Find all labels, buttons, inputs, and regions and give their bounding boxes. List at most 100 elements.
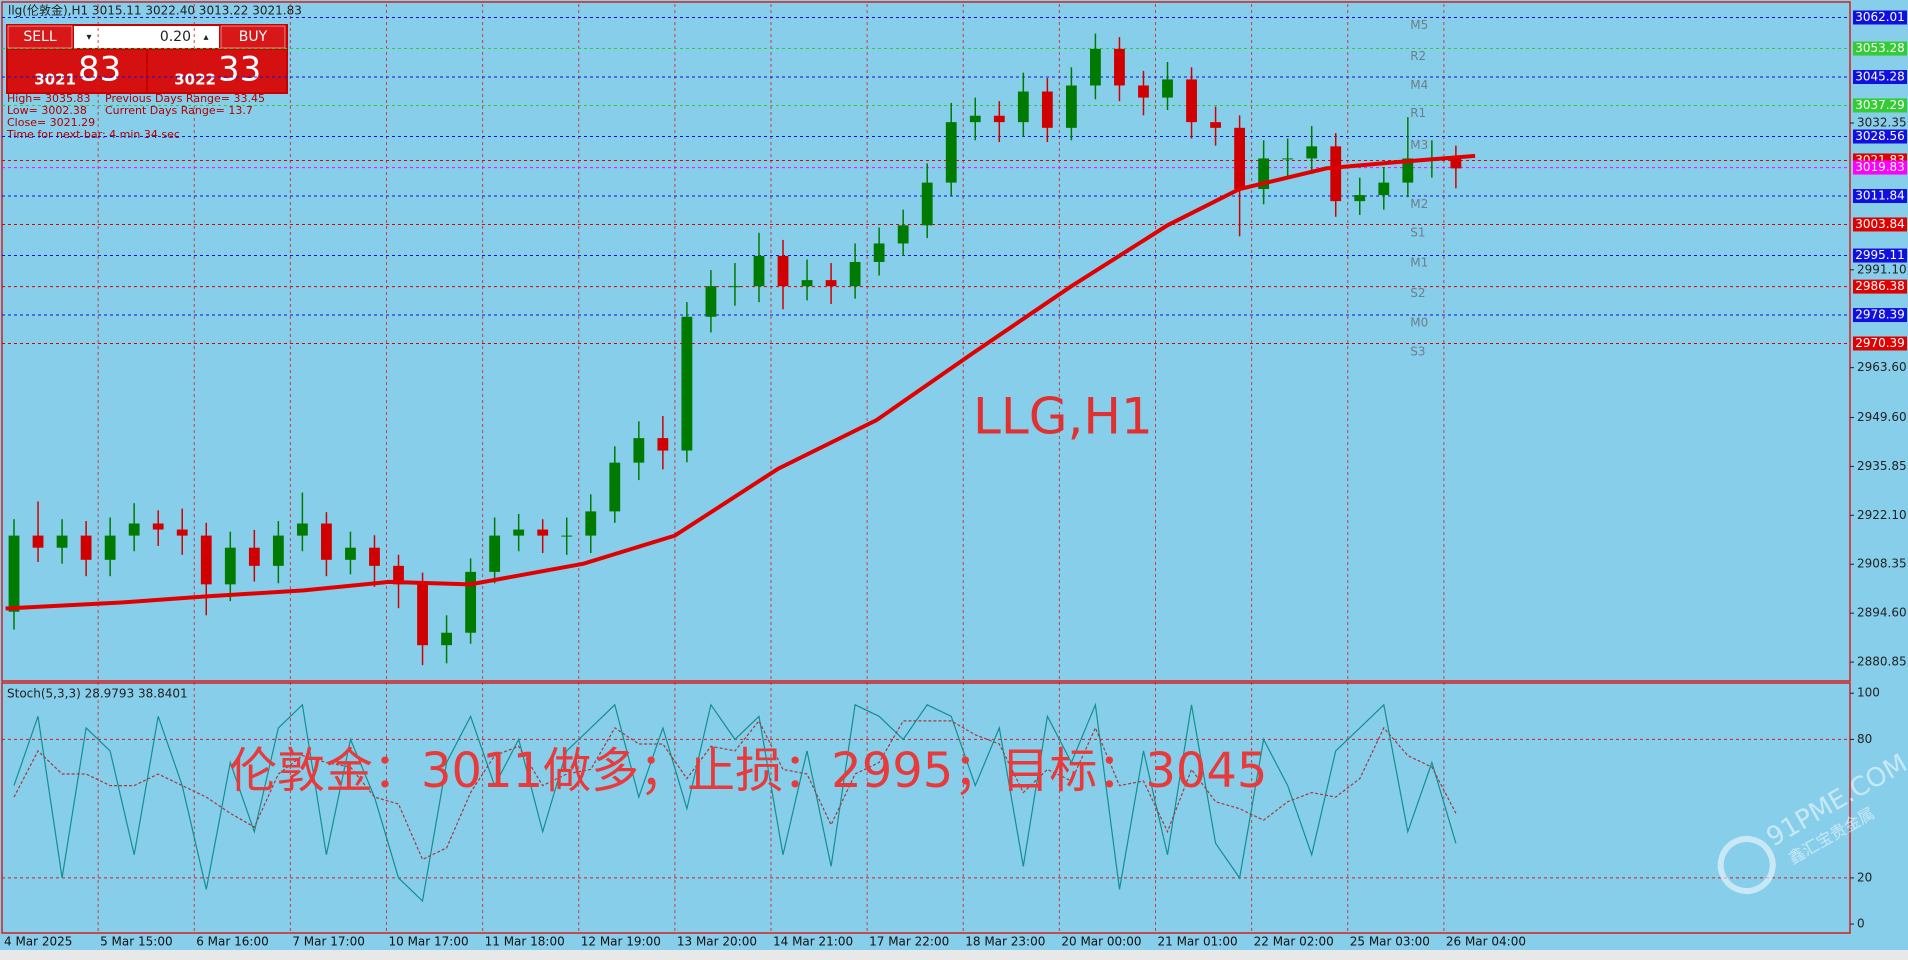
level-tag-label: 3003.84 (1855, 217, 1905, 231)
x-tick-label: 6 Mar 16:00 (196, 935, 269, 949)
y-tick-label: 2908.35 (1857, 557, 1907, 571)
moving-average (5, 153, 1476, 611)
candle-body (1138, 85, 1149, 98)
candle-body (1017, 91, 1029, 123)
candle-body (609, 462, 621, 512)
candle-body (897, 225, 909, 244)
candle-body (1378, 182, 1390, 196)
x-tick-label: 25 Mar 03:00 (1350, 935, 1430, 949)
y-tick-label: 2922.10 (1857, 508, 1907, 522)
candle-body (729, 286, 741, 288)
lot-input[interactable] (74, 26, 219, 48)
y-tick-label: 2880.85 (1857, 655, 1907, 669)
stoch-line (13, 702, 1457, 903)
candle-body (80, 535, 92, 560)
pivot-label: R1 (1410, 106, 1426, 120)
candle-body (465, 571, 477, 633)
candle-body (296, 523, 308, 536)
level-tag-label: 3011.84 (1855, 189, 1905, 203)
signal-annotation: 伦敦金：3011做多；止损：2995；目标：3045 (229, 743, 1267, 799)
sell-price-big: 83 (78, 50, 121, 90)
candle-body (513, 529, 525, 536)
candle-body (633, 438, 645, 463)
candle-body (777, 255, 789, 287)
level-tag (1853, 129, 1907, 144)
x-tick-label: 26 Mar 04:00 (1446, 935, 1526, 949)
y-tick-label: 2991.10 (1857, 262, 1907, 276)
level-tag-label: 3053.28 (1855, 41, 1905, 55)
candle-body (1450, 158, 1462, 169)
x-tick-label: 5 Mar 15:00 (100, 935, 173, 949)
candle-body (1114, 48, 1125, 86)
level-tag (1853, 248, 1907, 263)
candle-body (176, 529, 188, 536)
candle-body (561, 535, 573, 537)
x-tick-label: 20 Mar 00:00 (1061, 935, 1141, 949)
candle-body (345, 547, 356, 560)
level-tag (1853, 160, 1907, 175)
y-tick-label: 100 (1857, 686, 1880, 700)
level-tag (1853, 10, 1907, 25)
level-tag-label: 3037.29 (1855, 98, 1905, 112)
buy-price-main: 3022 (174, 71, 216, 89)
candle-body (200, 535, 212, 585)
x-tick-label: 21 Mar 01:00 (1157, 935, 1237, 949)
candle-body (1258, 158, 1270, 190)
candle-body (128, 523, 140, 536)
candle-body (1090, 48, 1101, 86)
candle-body (705, 286, 717, 317)
candle-body (1354, 195, 1366, 202)
level-tag (1853, 70, 1907, 85)
x-tick-label: 18 Mar 23:00 (965, 935, 1045, 949)
candle-body (32, 535, 44, 548)
candle-body (248, 547, 260, 566)
candle-body (369, 547, 380, 566)
level-tag-label: 3019.83 (1855, 160, 1905, 174)
candle-body (272, 535, 284, 566)
pivot-label: M3 (1410, 138, 1428, 152)
level-tag-label: 2970.39 (1855, 336, 1905, 350)
buy-price-big: 33 (218, 50, 261, 90)
candle-body (8, 535, 20, 612)
candle-body (681, 316, 693, 451)
level-tag (1853, 279, 1907, 294)
info-cur-range: Current Days Range= 13.7 (105, 104, 253, 117)
candle-body (873, 243, 885, 262)
candle-body (152, 523, 164, 530)
y-tick-label: 2949.60 (1857, 410, 1907, 424)
x-tick-label: 22 Mar 02:00 (1254, 935, 1334, 949)
x-tick-label: 7 Mar 17:00 (292, 935, 365, 949)
y-tick-label: 2963.60 (1857, 360, 1907, 374)
candle-body (1186, 79, 1197, 123)
y-tick-label: 2935.85 (1857, 459, 1907, 473)
pivot-label: M0 (1410, 315, 1428, 329)
buy-price-box[interactable] (148, 50, 286, 92)
lot-value: 0.20 (160, 29, 191, 45)
status-strip (0, 950, 1908, 960)
plot-layer (1, 4, 1850, 931)
level-tag-label: 2986.38 (1855, 279, 1905, 293)
candle-body (1234, 127, 1246, 190)
candle-body (657, 438, 669, 451)
pivot-label: M2 (1410, 197, 1428, 211)
symbol-header: llg(伦敦金),H1 3015.11 3022.40 3013.22 3021… (8, 3, 302, 18)
level-tag-label: 3062.01 (1855, 10, 1905, 24)
info-high: High= 3035.83 (7, 92, 90, 105)
sell-button[interactable] (7, 25, 73, 49)
lot-up: ▴ (203, 32, 208, 43)
candle-body (945, 122, 957, 183)
sell-price-box[interactable] (8, 50, 146, 92)
sell-label: SELL (23, 29, 57, 45)
stoch-line (13, 719, 1457, 861)
info-timer: Time for next bar: 4 min 34 sec (6, 128, 180, 141)
candle-body (441, 632, 452, 646)
lot-down: ▾ (86, 32, 91, 43)
y-tick-label: 0 (1857, 917, 1865, 931)
x-tick-label: 17 Mar 22:00 (869, 935, 949, 949)
candle-body (1065, 85, 1077, 128)
candle-body (224, 547, 236, 585)
level-tag-label: 2995.11 (1855, 248, 1905, 262)
buy-button[interactable] (220, 25, 286, 49)
